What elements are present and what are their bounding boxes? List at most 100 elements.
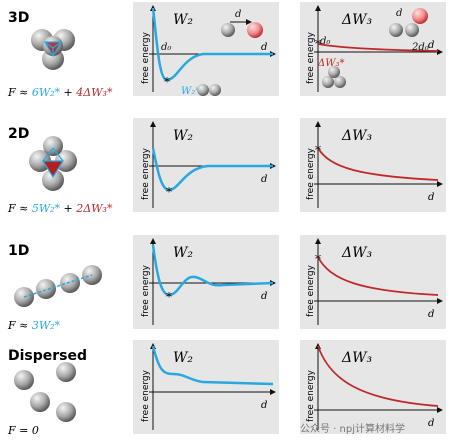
formula-term: 6W₂* [32, 86, 61, 99]
particle [247, 22, 263, 38]
x-axis-label: d [428, 40, 434, 51]
formula-term: F = 0 [7, 424, 39, 437]
formula-term: 3W₂* [32, 319, 61, 332]
panel-background [300, 340, 446, 434]
minimum-marker: * [166, 185, 172, 199]
triplet-panel: *free energy d ΔW₃ [300, 118, 446, 212]
particle [412, 8, 428, 24]
panel-background [300, 235, 446, 329]
particle [60, 273, 80, 293]
particle [197, 84, 209, 96]
pair-curve [151, 7, 273, 82]
minimum-marker: * [166, 290, 172, 304]
y-axis-label: free energy [306, 147, 316, 200]
formula: F ≈ 5W₂* + 2ΔW₃* [7, 202, 113, 215]
y-axis-label: free energy [141, 31, 151, 84]
particle [29, 150, 51, 172]
pair-curve [151, 244, 274, 297]
triplet-curve [317, 256, 439, 296]
bond-lines [43, 41, 63, 58]
panel-title: ΔW₃ [341, 350, 373, 366]
row-label: 1D [8, 243, 29, 259]
y-axis-label: free energy [141, 147, 151, 200]
bond-lines [41, 147, 65, 179]
formula-term: F ≈ [7, 202, 32, 215]
particle [55, 150, 77, 172]
panel-title: ΔW₃ [341, 128, 373, 144]
row-label: 3D [8, 10, 29, 26]
particle [36, 279, 56, 299]
annotation: d [235, 9, 241, 20]
triplet-curve [317, 43, 439, 52]
row-label: 2D [8, 126, 29, 142]
x-axis-label: d [261, 174, 267, 185]
formula-term: + [60, 202, 76, 215]
panel-title: ΔW₃ [341, 245, 373, 261]
particle [56, 362, 76, 382]
pair-curve [151, 147, 273, 192]
particle-cluster [14, 265, 102, 307]
formula-term: F ≈ [7, 86, 32, 99]
annotation: 2d₀ [411, 42, 429, 53]
pair-panel: * free energy d W₂ [133, 118, 279, 212]
particle [389, 23, 403, 37]
x-axis-label: d [261, 42, 267, 53]
particle-cluster [14, 362, 76, 422]
particle [328, 66, 340, 78]
x-axis-label: d [428, 309, 434, 320]
pair-panel: * free energy d W₂ d d₀ W₂* [133, 2, 279, 97]
particle [30, 392, 50, 412]
annotation: W₂* [181, 86, 200, 97]
y-axis-label: free energy [306, 369, 316, 422]
particle-cluster [31, 29, 75, 70]
y-axis-label: free energy [141, 264, 151, 317]
x-axis-label: d [428, 418, 434, 429]
formula-term: F ≈ [7, 319, 32, 332]
pair-panel: free energy d W₂ [133, 340, 279, 434]
minimum-marker: * [164, 75, 170, 89]
particle [14, 370, 34, 390]
bond-lines [23, 274, 93, 298]
pair-curve [151, 345, 274, 386]
triplet-panel: *free energy d ΔW₃ [300, 235, 446, 329]
formula-term: + [60, 86, 76, 99]
panel-background [300, 118, 446, 212]
triplet-curve [317, 147, 439, 181]
particle [221, 23, 235, 37]
annotation: d₀ [320, 36, 330, 47]
particle [405, 23, 419, 37]
y-axis-label: free energy [306, 264, 316, 317]
panel-title: W₂ [173, 350, 193, 366]
panel-title: ΔW₃ [341, 12, 373, 28]
annotation: d₀ [161, 42, 171, 53]
particle [42, 169, 64, 191]
pair-panel: * free energy d W₂ [133, 235, 279, 329]
panel-title: W₂ [173, 128, 193, 144]
x-axis-label: d [428, 192, 434, 203]
particle [334, 76, 346, 88]
formula-term: 5W₂* [32, 202, 61, 215]
panel-title: W₂ [173, 245, 193, 261]
y-axis-label: free energy [141, 369, 151, 422]
minimum-marker: * [315, 143, 321, 157]
formula-term: 2ΔW₃* [75, 202, 113, 215]
row-label: Dispersed [8, 348, 87, 364]
formula: F ≈ 6W₂* + 4ΔW₃* [7, 86, 113, 99]
minimum-marker: * [315, 37, 321, 51]
triplet-panel: *free energy d ΔW₃ d d₀ 2d₀ ΔW₃* [300, 2, 446, 96]
particle [322, 76, 334, 88]
particle [43, 136, 63, 156]
particle [56, 402, 76, 422]
particle [209, 84, 221, 96]
x-axis-label: d [261, 291, 267, 302]
formula: F = 0 [7, 424, 39, 437]
panel-background [133, 340, 279, 434]
watermark: 公众号 · npj计算材料学 [300, 422, 405, 435]
y-axis-label: free energy [306, 31, 316, 84]
formula: F ≈ 3W₂* [7, 319, 61, 332]
x-axis-label: d [261, 400, 267, 411]
particle-cluster [29, 136, 77, 191]
triplet-curve [317, 345, 439, 407]
annotation: ΔW₃* [317, 58, 345, 69]
